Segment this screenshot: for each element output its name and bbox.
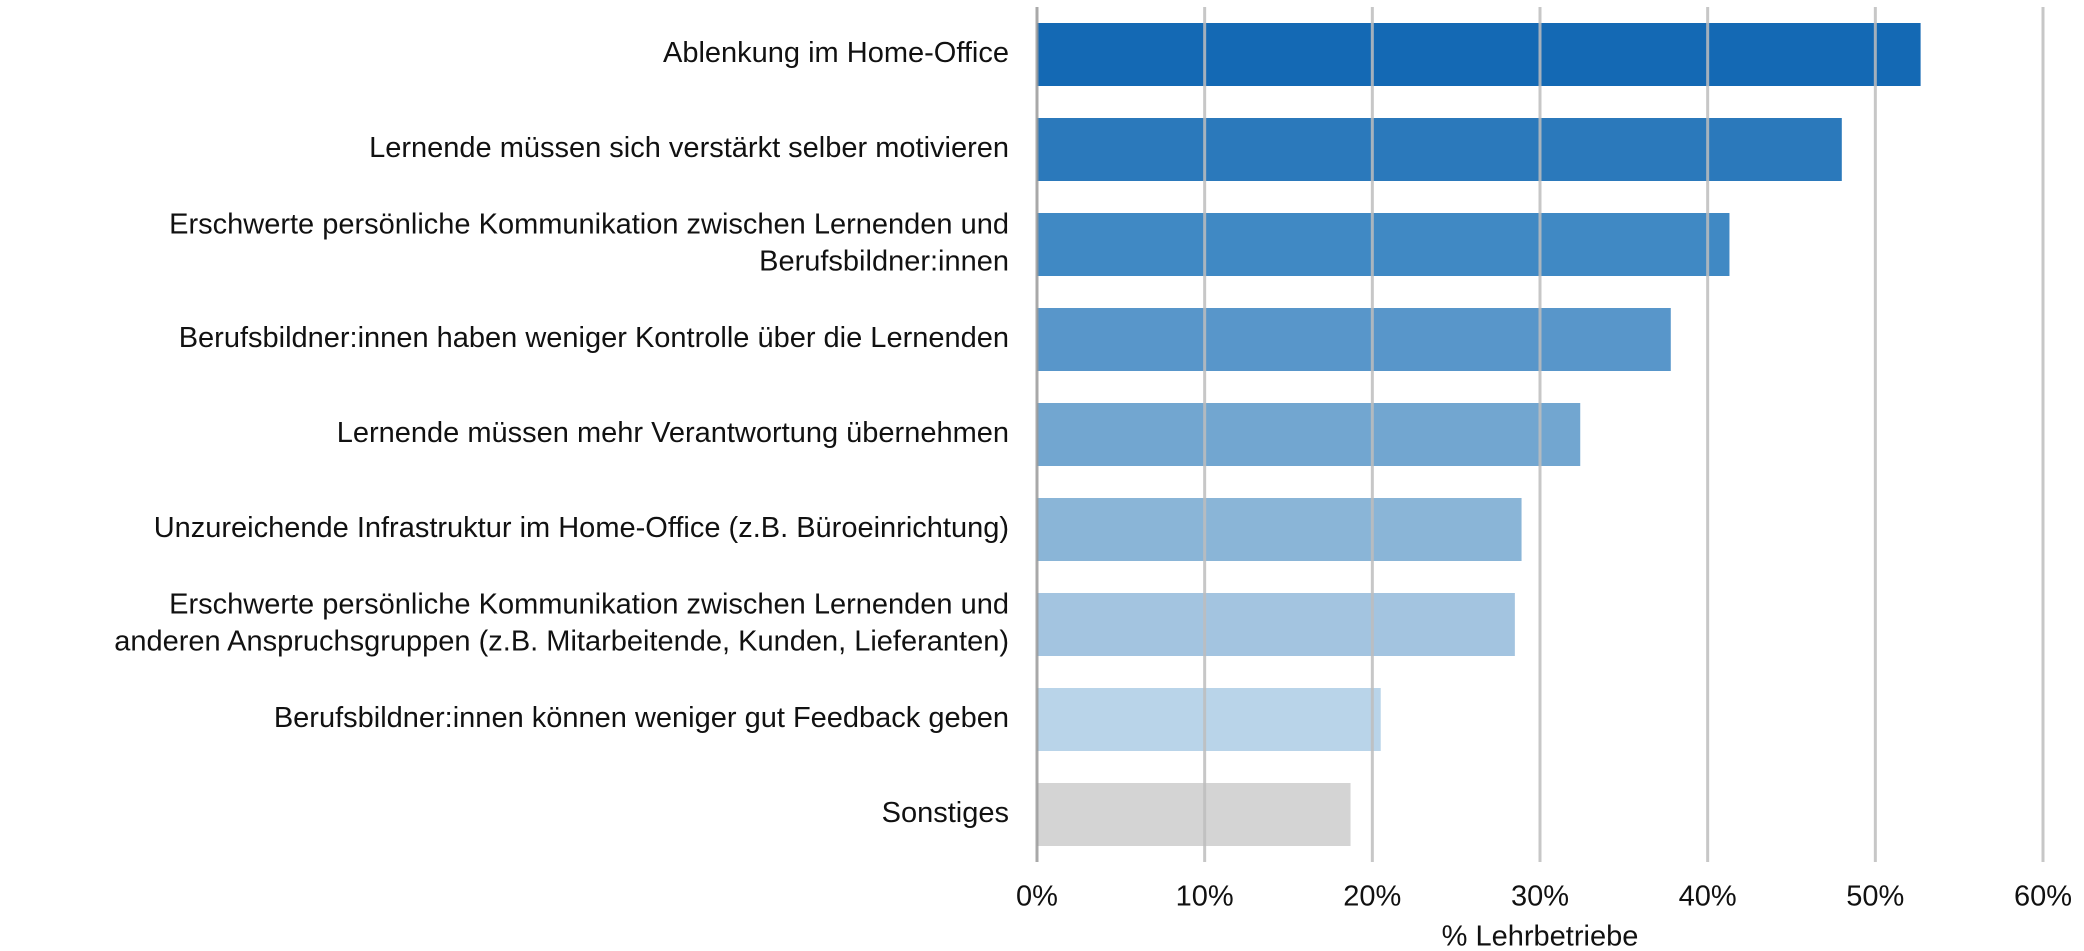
y-tick-label: Erschwerte persönliche Kommunikation zwi… [169,209,1009,241]
y-tick-label: anderen Anspruchsgruppen (z.B. Mitarbeit… [114,626,1009,658]
y-tick-label: Berufsbildner:innen [759,246,1009,278]
x-tick-label: 10% [1176,881,1234,913]
bar [1037,118,1842,181]
bar [1037,213,1730,276]
y-tick-label: Ablenkung im Home-Office [663,37,1009,69]
bar [1037,498,1522,561]
x-tick-label: 50% [1846,881,1904,913]
x-tick-label: 60% [2014,881,2072,913]
y-tick-label: Berufsbildner:innen haben weniger Kontro… [179,322,1009,354]
x-axis-title: % Lehrbetriebe [1442,921,1639,951]
bar [1037,783,1351,846]
bar [1037,593,1515,656]
bar [1037,308,1671,371]
x-tick-label: 20% [1343,881,1401,913]
y-tick-label: Sonstiges [882,797,1009,829]
x-tick-label: 40% [1679,881,1737,913]
bar [1037,688,1381,751]
x-tick-label: 30% [1511,881,1569,913]
bar [1037,23,1921,86]
x-tick-label: 0% [1016,881,1058,913]
y-tick-label: Lernende müssen mehr Verantwortung übern… [337,417,1009,449]
y-tick-label: Erschwerte persönliche Kommunikation zwi… [169,589,1009,621]
y-tick-label: Unzureichende Infrastruktur im Home-Offi… [154,512,1009,544]
bar [1037,403,1581,466]
y-tick-label: Berufsbildner:innen können weniger gut F… [274,702,1009,734]
y-tick-label: Lernende müssen sich verstärkt selber mo… [369,132,1009,164]
